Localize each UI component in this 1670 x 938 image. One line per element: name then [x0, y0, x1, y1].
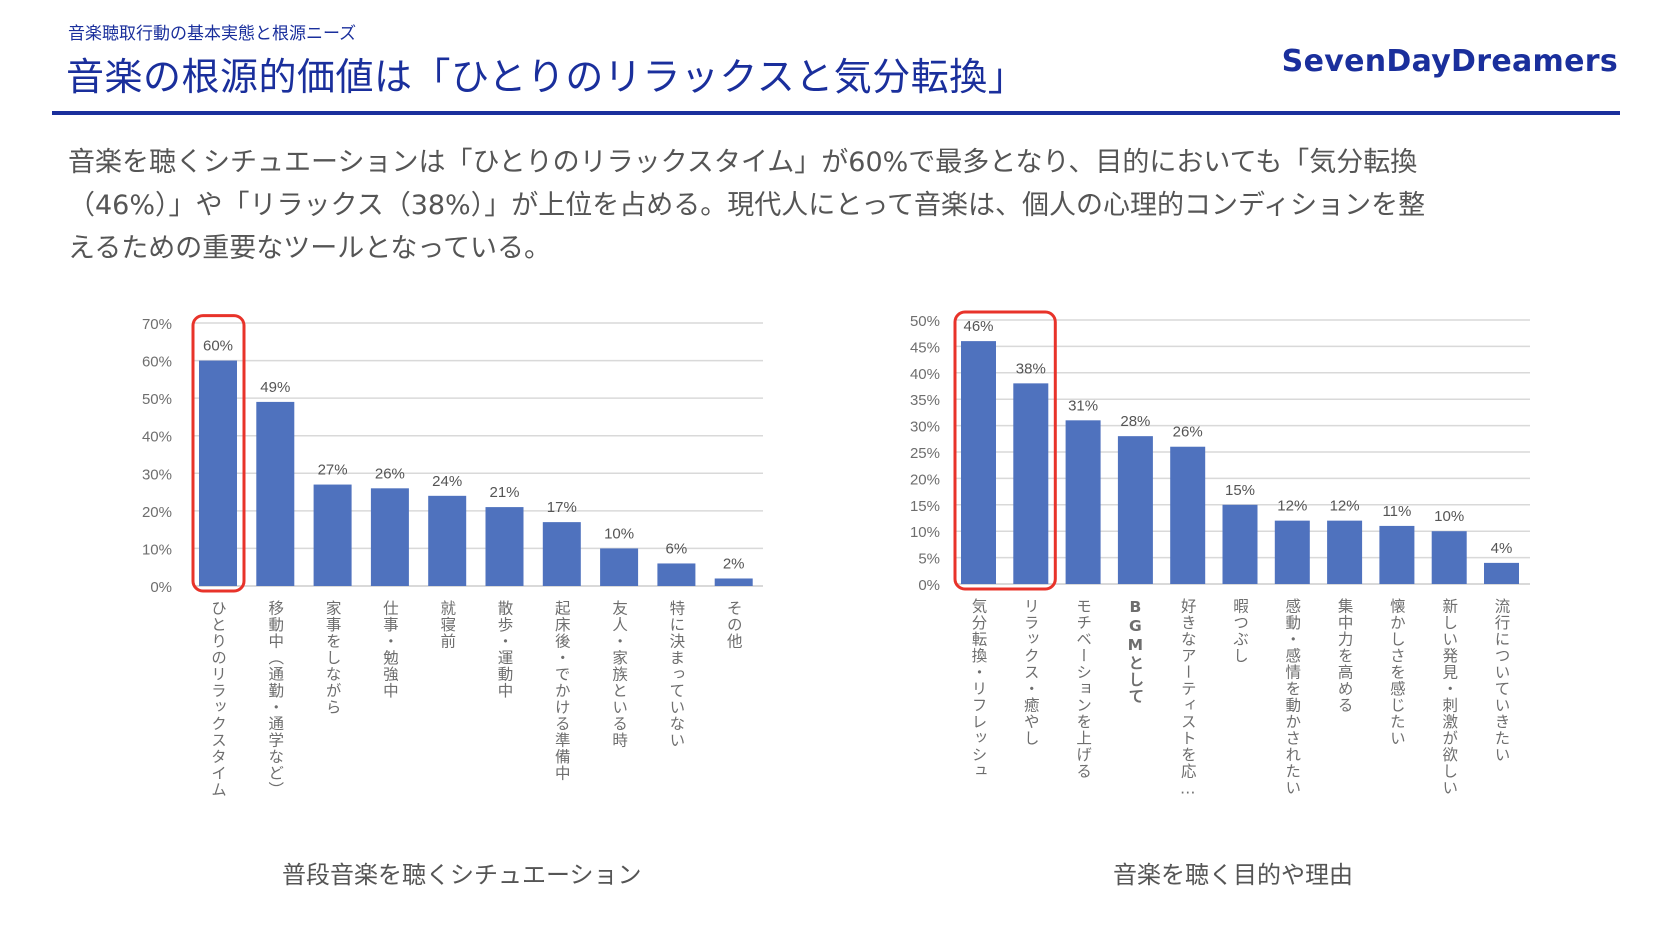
- chart-caption-situations: 普段音楽を聴くシチュエーション: [282, 861, 642, 889]
- y-tick-label: 35%: [910, 392, 940, 409]
- y-tick-label: 30%: [142, 466, 172, 483]
- y-tick-label: 40%: [142, 429, 172, 446]
- category-label: 好きなアーティストを応…: [1179, 598, 1197, 799]
- bar: [1274, 520, 1310, 584]
- data-label: 31%: [1068, 397, 1098, 414]
- bar: [1117, 436, 1153, 584]
- bar: [1327, 520, 1363, 584]
- bar: [199, 360, 237, 586]
- data-label: 24%: [432, 473, 462, 490]
- category-label: その他: [725, 600, 743, 650]
- highlight-box: [953, 310, 1057, 591]
- data-label: 60%: [203, 338, 233, 355]
- data-label: 4%: [1491, 540, 1513, 557]
- y-tick-label: 30%: [910, 419, 940, 436]
- data-label: 49%: [260, 379, 290, 396]
- summary-line: （46%）」や「リラックス（38%）」が上位を占める。現代人にとって音楽は、個人…: [68, 190, 1426, 221]
- data-label: 10%: [1434, 508, 1464, 525]
- bar: [961, 341, 996, 584]
- bar: [485, 507, 524, 586]
- section-subtitle: 音楽聴取行動の基本実態と根源ニーズ: [68, 24, 357, 44]
- y-tick-label: 70%: [142, 316, 172, 333]
- bar: [714, 578, 753, 586]
- category-label: 家事をしながら: [324, 600, 342, 716]
- y-tick-label: 0%: [918, 577, 940, 594]
- y-tick-label: 50%: [142, 391, 172, 408]
- bar: [256, 401, 295, 586]
- y-tick-label: 40%: [910, 366, 940, 383]
- category-label: 仕事・勉強中: [381, 600, 399, 699]
- data-label: 26%: [375, 465, 405, 482]
- y-tick-label: 5%: [918, 551, 940, 568]
- page-title: 音楽の根源的価値は「ひとりのリラックスと気分転換」: [66, 55, 1027, 99]
- data-label: 11%: [1382, 503, 1411, 520]
- data-label: 28%: [1120, 413, 1150, 430]
- category-label: BGMとして: [1126, 598, 1144, 705]
- data-label: 10%: [604, 525, 634, 542]
- y-tick-label: 20%: [910, 471, 940, 488]
- y-tick-label: 0%: [150, 579, 172, 596]
- category-label: 移動中（通勤・通学など）: [266, 600, 284, 798]
- brand-logo: SevenDayDreamers: [1281, 44, 1618, 79]
- bar: [1431, 531, 1467, 584]
- category-label: 懐かしさを感じたい: [1388, 598, 1406, 747]
- category-label: リラックス・癒やし: [1022, 598, 1040, 747]
- summary-line: 音楽を聴くシチュエーションは「ひとりのリラックスタイム」が60%で最多となり、目…: [68, 147, 1418, 178]
- data-label: 17%: [547, 499, 577, 516]
- data-label: 38%: [1016, 360, 1046, 377]
- y-tick-label: 45%: [910, 339, 940, 356]
- data-label: 12%: [1330, 498, 1360, 515]
- y-tick-label: 20%: [142, 504, 172, 521]
- bar: [370, 488, 409, 586]
- chart-caption-purposes: 音楽を聴く目的や理由: [1113, 861, 1353, 889]
- category-label: 感動・感情を動かされたい: [1283, 598, 1301, 796]
- data-label: 15%: [1225, 482, 1255, 499]
- y-tick-label: 60%: [142, 354, 172, 371]
- bar: [1222, 504, 1258, 584]
- bar: [657, 563, 696, 586]
- bar: [1484, 562, 1519, 584]
- data-label: 26%: [1173, 424, 1203, 441]
- data-label: 27%: [318, 462, 348, 479]
- data-label: 46%: [963, 318, 993, 335]
- category-label: 特に決まっていない: [667, 600, 685, 749]
- category-label: 起床後・でかける準備中: [553, 600, 571, 782]
- bar: [1013, 383, 1049, 584]
- title-divider: [52, 111, 1620, 115]
- bar: [428, 495, 467, 586]
- bar: [600, 548, 639, 586]
- bar: [313, 484, 352, 586]
- y-tick-label: 50%: [910, 313, 940, 330]
- category-label: 就寝前: [438, 600, 456, 650]
- category-label: 暇つぶし: [1231, 598, 1249, 664]
- y-tick-label: 25%: [910, 445, 940, 462]
- category-label: 気分転換・リフレッシュ: [970, 598, 988, 780]
- category-label: 散歩・運動中: [496, 600, 514, 699]
- bar: [542, 522, 581, 586]
- highlight-box: [191, 314, 246, 593]
- data-label: 2%: [723, 555, 745, 572]
- y-tick-label: 10%: [142, 541, 172, 558]
- category-label: 流行についていきたい: [1493, 598, 1511, 763]
- y-tick-label: 15%: [910, 498, 940, 515]
- bar: [1065, 420, 1101, 584]
- data-label: 12%: [1277, 498, 1307, 515]
- category-label: 友人・家族といる時: [610, 600, 628, 749]
- category-label: ひとりのリラックスタイム: [209, 600, 227, 798]
- summary-text: 音楽を聴くシチュエーションは「ひとりのリラックスタイム」が60%で最多となり、目…: [68, 141, 1598, 270]
- category-label: 集中力を高める: [1336, 598, 1354, 714]
- bar: [1379, 525, 1415, 584]
- data-label: 21%: [489, 484, 519, 501]
- category-label: 新しい発見・刺激が欲しい: [1440, 598, 1458, 796]
- summary-line: えるための重要なツールとなっている。: [68, 233, 552, 264]
- bar: [1170, 446, 1206, 584]
- y-tick-label: 10%: [910, 524, 940, 541]
- category-label: モチベーションを上げる: [1074, 598, 1092, 780]
- data-label: 6%: [666, 540, 688, 557]
